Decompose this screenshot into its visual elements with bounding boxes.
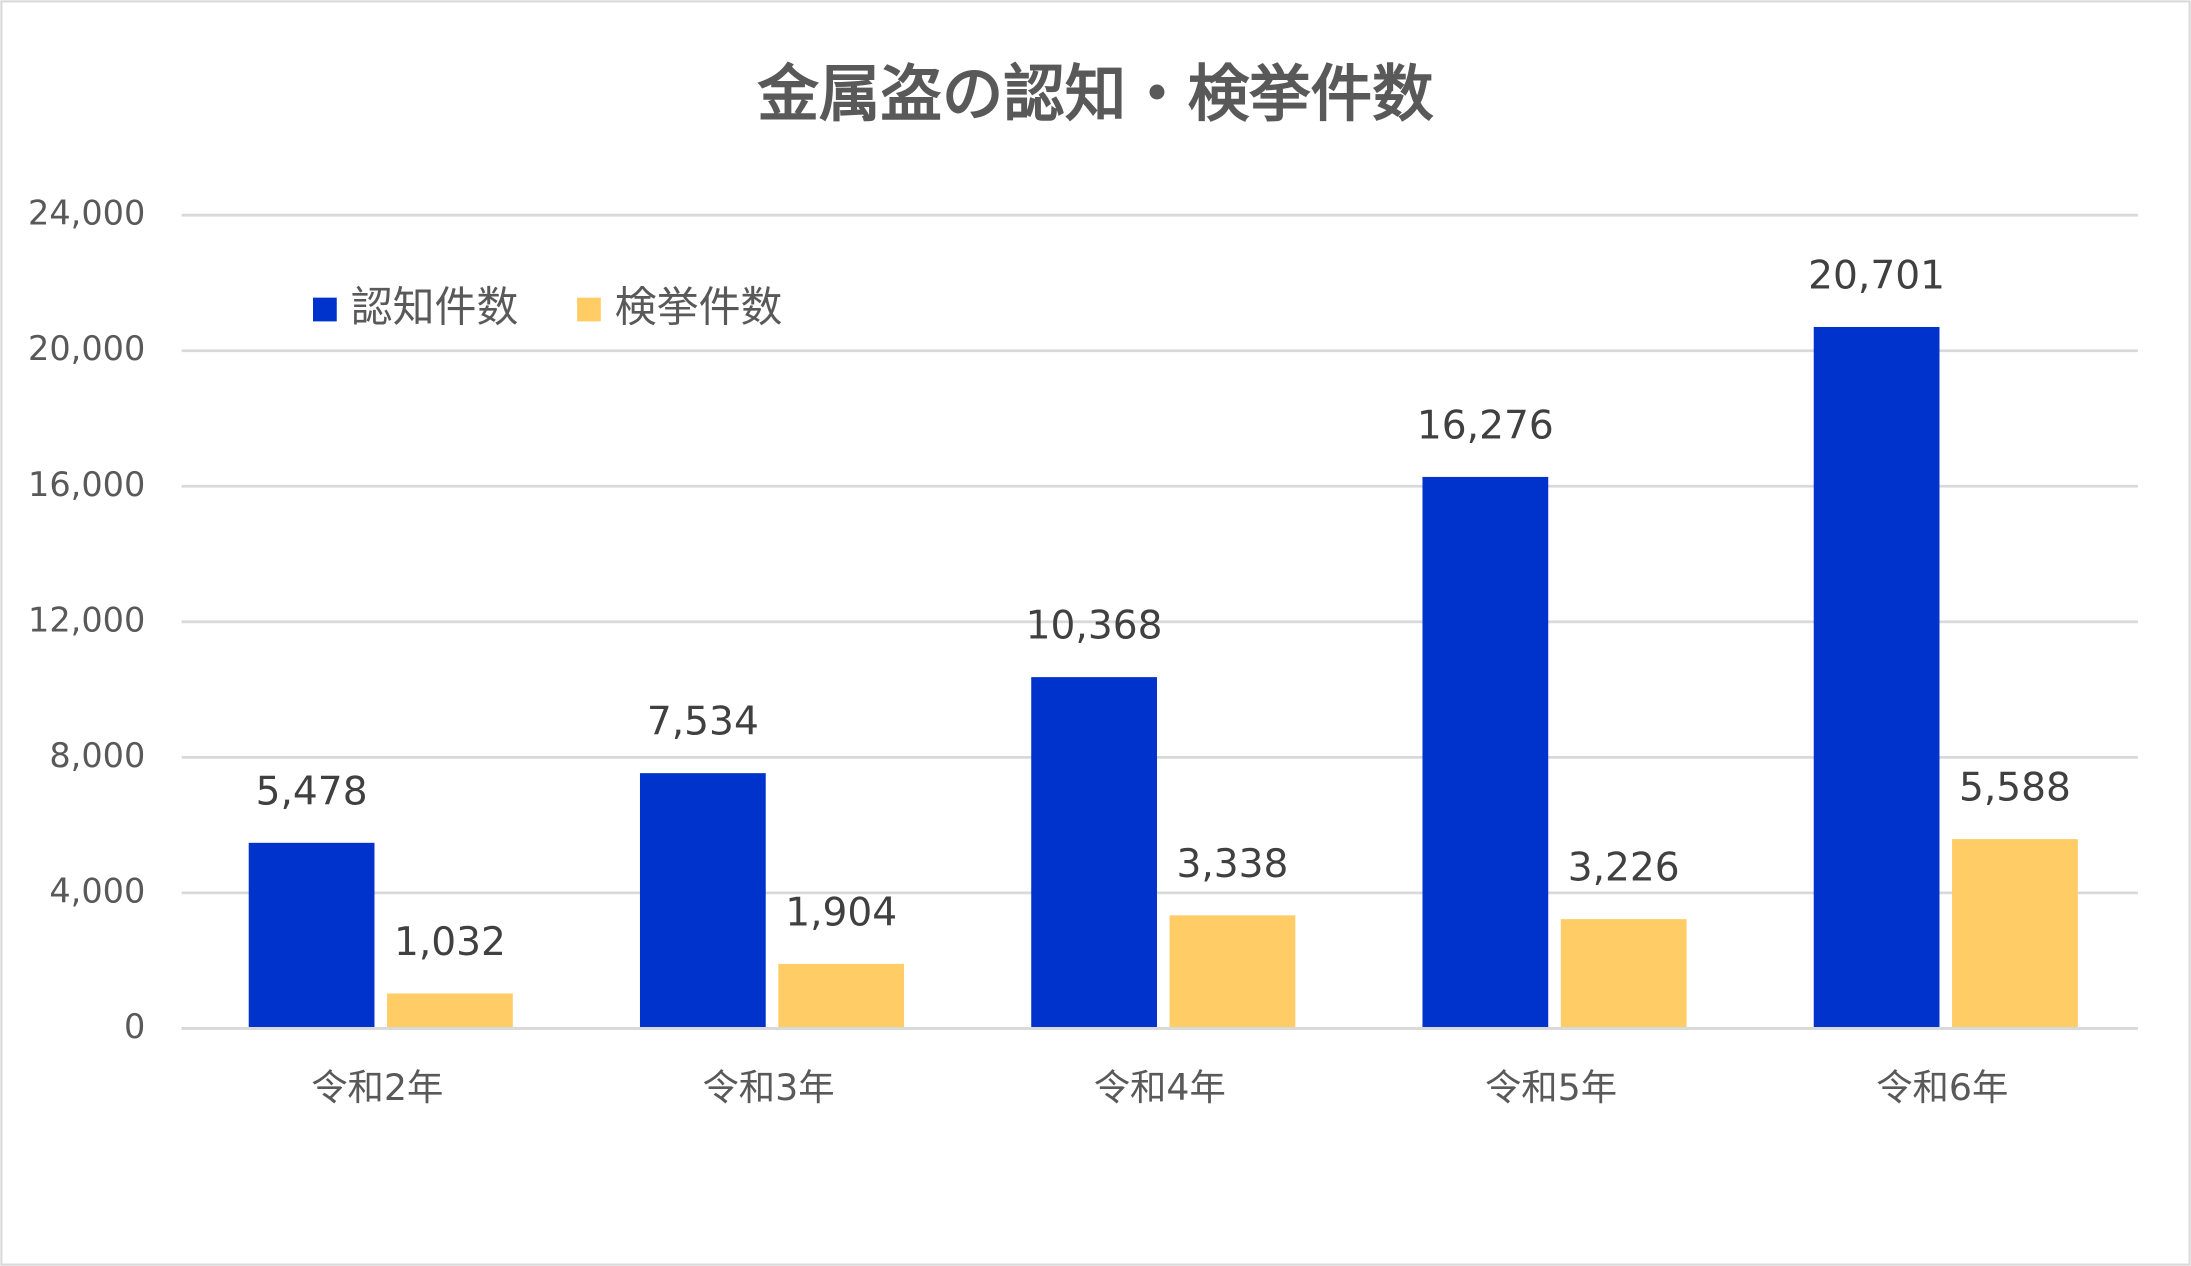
y-tick-label: 20,000 (28, 329, 145, 368)
y-tick-label: 0 (124, 1007, 145, 1046)
x-tick-label: 令和5年 (1485, 1066, 1617, 1109)
bar (1560, 919, 1687, 1029)
value-label: 5,478 (256, 769, 368, 814)
value-label: 7,534 (647, 700, 759, 745)
value-label: 20,701 (1808, 254, 1945, 299)
x-tick-label: 令和3年 (702, 1066, 834, 1109)
value-label: 1,904 (785, 891, 897, 936)
y-tick-label: 8,000 (49, 736, 145, 775)
value-label: 1,032 (394, 920, 506, 965)
y-tick-label: 4,000 (49, 871, 145, 910)
bar (1952, 839, 2078, 1029)
legend-swatch (577, 297, 601, 322)
y-tick-label: 24,000 (28, 194, 145, 233)
value-label: 5,588 (1959, 766, 2071, 811)
y-tick-label: 12,000 (28, 600, 145, 639)
value-label: 3,338 (1176, 842, 1288, 887)
chart-title: 金属盗の認知・検挙件数 (756, 59, 1434, 130)
value-label: 10,368 (1026, 604, 1163, 649)
bar (387, 993, 513, 1029)
bar (778, 963, 905, 1029)
bar (1422, 476, 1549, 1029)
bar (248, 842, 375, 1029)
x-tick-label: 令和2年 (311, 1066, 443, 1109)
bar (639, 773, 766, 1029)
bar (1031, 677, 1157, 1029)
legend-label: 検挙件数 (615, 283, 783, 332)
x-tick-label: 令和4年 (1094, 1066, 1226, 1109)
value-label: 3,226 (1568, 846, 1680, 891)
y-tick-label: 16,000 (28, 465, 145, 504)
legend-label: 認知件数 (351, 283, 519, 332)
bar (1169, 915, 1296, 1029)
x-tick-label: 令和6年 (1876, 1066, 2008, 1109)
legend-swatch (313, 297, 337, 322)
bar (1813, 326, 1940, 1029)
value-label: 16,276 (1417, 404, 1554, 449)
